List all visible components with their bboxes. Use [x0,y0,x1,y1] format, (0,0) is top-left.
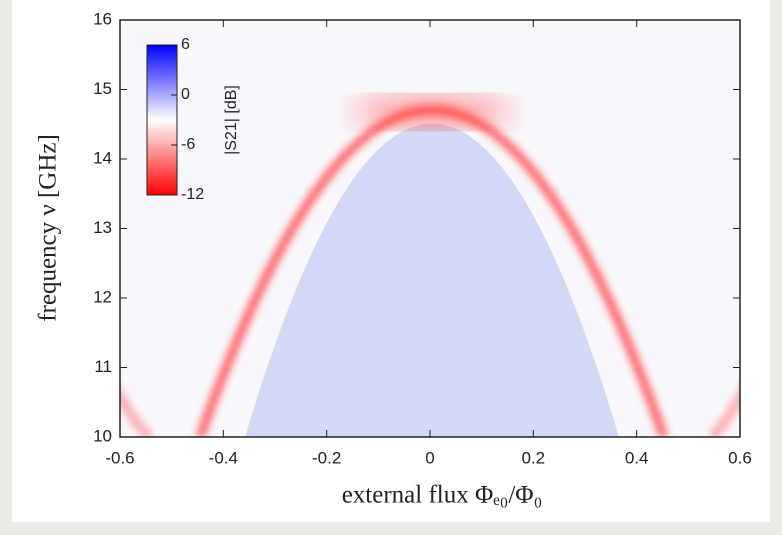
x-tick-label: 0.2 [522,448,546,467]
x-tick-label: 0.4 [625,448,649,467]
corner-curve [708,387,740,437]
y-tick-label: 14 [93,148,112,167]
y-tick-label: 11 [94,357,112,376]
x-axis-label: external flux Φₑ₀/Φ₀ [342,482,543,509]
y-tick-label: 12 [93,287,112,306]
heatmap-image [120,20,740,437]
y-tick-label: 13 [93,218,112,237]
y-tick-label: 10 [93,426,112,445]
x-tick-label: -0.6 [105,448,134,467]
resonance-curve [195,105,669,437]
corner-curve [120,387,154,437]
colorbar-tick-label: -6 [181,136,195,153]
x-tick-label: 0.6 [728,448,752,467]
colorbar-tick-label: -12 [181,186,204,203]
colorbar [146,44,178,196]
x-tick-label: -0.4 [209,448,238,467]
y-axis-label: frequency ν [GHz] [35,134,62,322]
y-tick-label: 16 [93,9,112,28]
y-tick-label: 15 [93,79,112,98]
colorbar-label: |S21| [dB] [223,85,240,155]
x-tick-label: 0 [425,448,434,467]
blue-region [245,123,619,437]
x-tick-label: -0.2 [312,448,341,467]
colorbar-tick-label: 0 [181,86,190,103]
colorbar-tick-label: 6 [181,36,190,53]
